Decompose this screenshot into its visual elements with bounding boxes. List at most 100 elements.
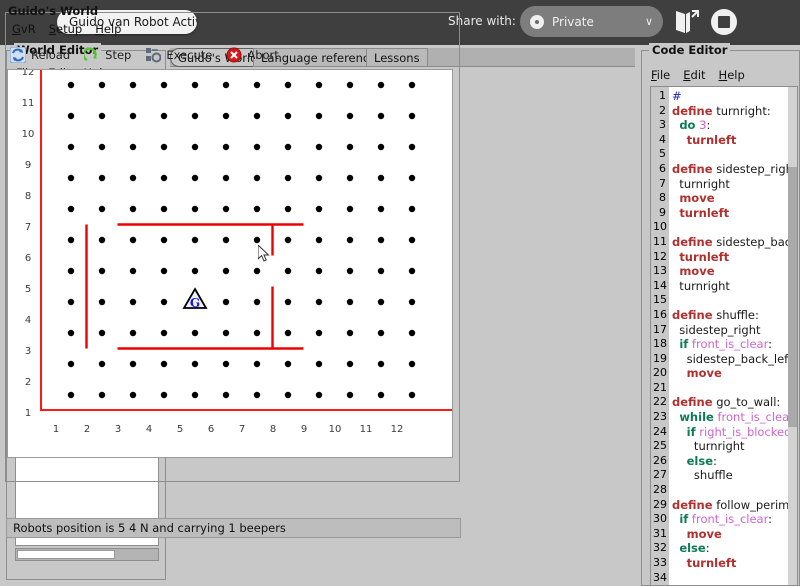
code-token xyxy=(672,366,687,380)
code-line xyxy=(672,381,797,396)
code-line: else: xyxy=(672,454,797,469)
code-token: front_is_clear xyxy=(717,410,794,425)
grid-dot xyxy=(253,112,261,120)
ce-menu-file[interactable]: File xyxy=(651,68,671,82)
grid-dot xyxy=(98,205,106,213)
grid-dot xyxy=(191,391,199,399)
code-token: go_to_wall: xyxy=(712,395,781,410)
grid-dot xyxy=(315,205,323,213)
grid-dot xyxy=(129,174,137,182)
code-line: define shuffle: xyxy=(672,308,797,323)
robot[interactable]: G xyxy=(182,287,208,310)
code-editor-text-area[interactable]: 1 2 3 4 5 6 7 8 9 10 11 12 13 14 15 16 17 18 19 20 21 22 23 24 2… xyxy=(650,86,798,586)
line-number: 34 xyxy=(653,570,667,584)
y-axis-label: 2 xyxy=(25,377,31,388)
line-number: 22 xyxy=(653,395,667,409)
ce-menu-help[interactable]: Help xyxy=(718,68,745,82)
code-token: turnright xyxy=(672,176,730,191)
world-canvas-container[interactable]: 1 2 3 4 5 6 7 8 9 10 11 12 1 2 3 4 5 6 7 8 9 10 11 12 G xyxy=(7,69,453,458)
code-token: follow_perimeter xyxy=(716,497,797,512)
grid-dot xyxy=(98,267,106,275)
world-editor-title: World Editor xyxy=(14,43,102,57)
grid-dot xyxy=(67,143,75,151)
grid-dot xyxy=(346,298,354,306)
grid-dot xyxy=(191,236,199,244)
grid-dot xyxy=(284,329,292,337)
code-token: move xyxy=(679,264,715,279)
code-line: move xyxy=(672,366,797,381)
code-token: move xyxy=(679,191,715,206)
grid-dot xyxy=(160,205,168,213)
code-token: move xyxy=(686,366,722,381)
grid-dot xyxy=(222,81,230,89)
share-with-select[interactable]: Private ∨ xyxy=(520,6,663,37)
grid-dot xyxy=(191,112,199,120)
grid-dot xyxy=(408,112,416,120)
tab-language-reference[interactable]: Language reference xyxy=(253,48,385,67)
code-line xyxy=(672,571,797,585)
grid-dot xyxy=(160,174,168,182)
reload-icon xyxy=(10,47,26,63)
gw-menu-gvr[interactable]: GvR xyxy=(12,22,36,36)
grid-dot xyxy=(346,143,354,151)
code-editor-vscrollbar[interactable] xyxy=(788,87,797,585)
code-token: turnleft xyxy=(686,132,737,147)
abort-button[interactable]: Abort xyxy=(226,47,279,63)
stop-button[interactable] xyxy=(708,6,740,38)
reload-button[interactable]: Reload xyxy=(10,47,70,63)
grid-dot xyxy=(284,360,292,368)
grid-dot xyxy=(98,329,106,337)
grid-dot xyxy=(253,267,261,275)
code-token: define xyxy=(672,395,713,410)
grid-dot xyxy=(129,329,137,337)
ce-menu-edit[interactable]: Edit xyxy=(683,68,706,82)
y-axis-label: 11 xyxy=(22,98,35,109)
grid-dot xyxy=(253,174,261,182)
execute-button[interactable]: Execute xyxy=(145,47,212,63)
grid-dot xyxy=(98,360,106,368)
code-token: # xyxy=(672,89,682,103)
stop-icon xyxy=(711,9,737,35)
code-token: right_is_blocked xyxy=(699,424,792,439)
code-line: shuffle xyxy=(672,468,797,483)
code-token: : xyxy=(706,118,711,133)
code-line: while front_is_clear: xyxy=(672,410,797,425)
code-token: front_is_clear xyxy=(691,337,769,352)
x-axis-label: 3 xyxy=(115,424,121,435)
step-button[interactable]: Step xyxy=(84,47,131,63)
activity-title-pill[interactable]: Guido van Robot Activity xyxy=(57,10,197,34)
grid-dot xyxy=(98,174,106,182)
grid-dot xyxy=(377,143,385,151)
code-line: move xyxy=(672,264,797,279)
grid-dot xyxy=(408,143,416,151)
abort-button-label: Abort xyxy=(247,48,279,62)
grid-dot xyxy=(191,267,199,275)
world-editor-hscroll-thumb[interactable] xyxy=(17,550,115,559)
code-editor-vscroll-thumb[interactable] xyxy=(788,167,797,427)
x-axis-label: 10 xyxy=(329,424,342,435)
mouse-cursor-icon xyxy=(258,245,270,262)
code-editor-code[interactable]: # define turnright: do 3: turnleft define… xyxy=(669,87,797,585)
journal-button[interactable] xyxy=(668,5,702,39)
grid-dot xyxy=(315,236,323,244)
grid-dot xyxy=(315,112,323,120)
grid-dot xyxy=(253,143,261,151)
code-token xyxy=(672,556,687,570)
code-line: move xyxy=(672,527,797,542)
tab-lessons[interactable]: Lessons xyxy=(366,48,428,67)
world-editor-hscrollbar[interactable] xyxy=(15,548,159,561)
code-line: turnleft xyxy=(672,206,797,221)
code-token: 3 xyxy=(699,118,707,133)
grid-dot xyxy=(160,360,168,368)
gw-menu-setup[interactable]: Setup xyxy=(48,22,83,36)
private-icon xyxy=(530,14,544,29)
grid-dot xyxy=(377,205,385,213)
gw-menu-help[interactable]: Help xyxy=(95,22,122,36)
code-line xyxy=(672,220,797,235)
grid-dot xyxy=(284,205,292,213)
code-token: do xyxy=(679,118,696,133)
code-token: define xyxy=(672,497,713,512)
step-icon xyxy=(84,47,98,62)
line-number: 21 xyxy=(653,380,667,394)
